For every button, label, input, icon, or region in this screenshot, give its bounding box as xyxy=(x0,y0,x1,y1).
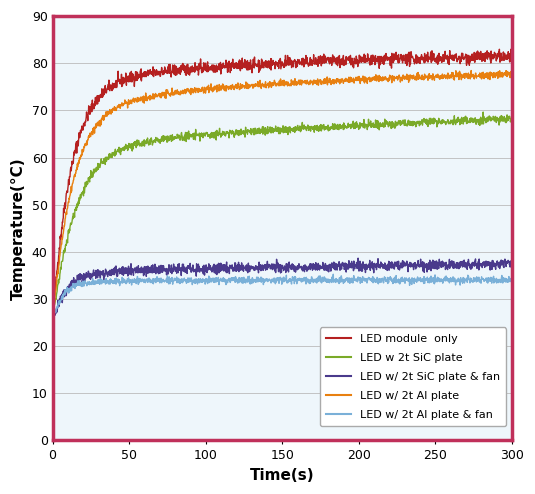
LED w/ 2t SiC plate & fan xyxy=(104,271,110,277)
Line: LED w/ 2t Al plate: LED w/ 2t Al plate xyxy=(52,71,512,323)
X-axis label: Time(s): Time(s) xyxy=(250,468,315,483)
LED module  only xyxy=(262,60,269,66)
LED w/ 2t SiC plate & fan xyxy=(509,261,515,267)
Line: LED module  only: LED module only xyxy=(52,49,512,323)
LED module  only xyxy=(49,320,56,326)
LED module  only xyxy=(104,87,110,93)
LED w 2t SiC plate xyxy=(244,131,251,137)
Line: LED w 2t SiC plate: LED w 2t SiC plate xyxy=(52,112,512,323)
LED module  only xyxy=(311,61,317,67)
LED w/ 2t SiC plate & fan xyxy=(355,255,361,261)
LED w/ 2t Al plate & fan xyxy=(104,280,110,286)
LED w/ 2t SiC plate & fan xyxy=(85,270,91,276)
LED w/ 2t Al plate & fan xyxy=(244,276,251,282)
LED w/ 2t SiC plate & fan xyxy=(244,264,251,270)
LED module  only xyxy=(509,49,515,55)
LED w 2t SiC plate xyxy=(262,132,269,138)
LED w/ 2t SiC plate & fan xyxy=(49,320,56,326)
LED w 2t SiC plate xyxy=(509,111,515,117)
LED module  only xyxy=(254,62,260,68)
LED w 2t SiC plate xyxy=(480,109,486,115)
LED w/ 2t Al plate xyxy=(104,113,110,119)
LED w/ 2t Al plate xyxy=(262,81,269,87)
LED module  only xyxy=(244,57,251,63)
LED w/ 2t Al plate xyxy=(244,81,251,86)
LED w/ 2t Al plate & fan xyxy=(509,277,515,283)
LED w 2t SiC plate xyxy=(254,129,260,135)
LED w/ 2t Al plate & fan xyxy=(311,278,317,284)
LED w/ 2t Al plate & fan xyxy=(330,271,337,277)
LED module  only xyxy=(508,46,514,52)
LED w 2t SiC plate xyxy=(85,178,91,184)
LED w/ 2t Al plate & fan xyxy=(254,279,260,285)
LED w/ 2t Al plate & fan xyxy=(85,280,91,286)
LED module  only xyxy=(85,112,91,118)
LED w/ 2t SiC plate & fan xyxy=(311,266,317,272)
LED w/ 2t Al plate xyxy=(85,137,91,143)
LED w 2t SiC plate xyxy=(311,126,317,132)
LED w/ 2t Al plate xyxy=(311,77,317,83)
LED w/ 2t Al plate xyxy=(49,320,56,326)
LED w/ 2t Al plate xyxy=(509,70,515,76)
Line: LED w/ 2t SiC plate & fan: LED w/ 2t SiC plate & fan xyxy=(52,258,512,323)
LED w 2t SiC plate xyxy=(104,157,110,163)
Y-axis label: Temperature(°C): Temperature(°C) xyxy=(11,157,26,299)
LED w/ 2t Al plate & fan xyxy=(262,276,269,282)
LED w/ 2t SiC plate & fan xyxy=(262,265,269,271)
LED w 2t SiC plate xyxy=(49,320,56,326)
LED w/ 2t SiC plate & fan xyxy=(254,264,260,270)
LED w/ 2t Al plate xyxy=(254,82,260,88)
Line: LED w/ 2t Al plate & fan: LED w/ 2t Al plate & fan xyxy=(52,274,512,323)
LED w/ 2t Al plate & fan xyxy=(49,320,56,326)
LED w/ 2t Al plate xyxy=(468,68,475,74)
Legend: LED module  only, LED w 2t SiC plate, LED w/ 2t SiC plate & fan, LED w/ 2t Al pl: LED module only, LED w 2t SiC plate, LED… xyxy=(319,328,507,426)
